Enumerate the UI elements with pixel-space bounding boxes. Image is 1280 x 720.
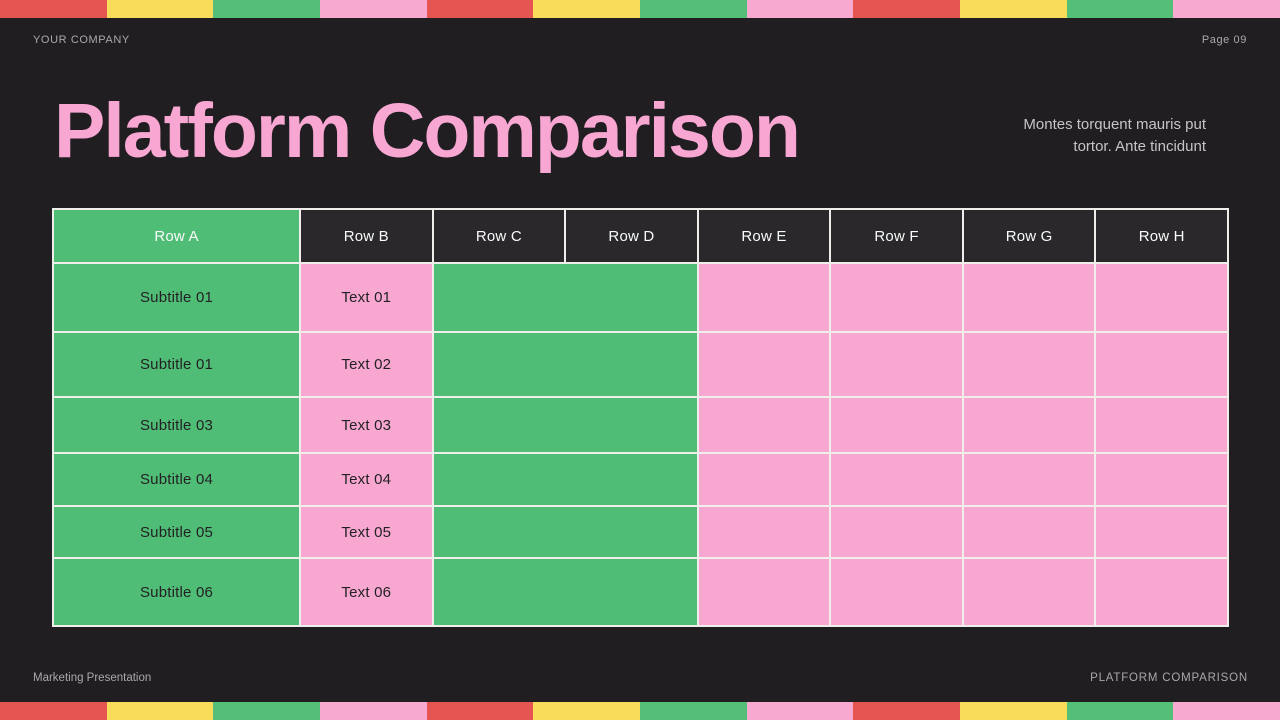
stripe-segment-pink (1173, 702, 1280, 720)
table-cell-text: Text 03 (301, 398, 432, 452)
stripe-segment-yellow (106, 0, 214, 18)
stripe-segment-red (426, 0, 534, 18)
table-cell-empty (698, 454, 830, 505)
table-cell-merged-green (433, 333, 697, 396)
stripe-segment-red (426, 702, 534, 720)
table-header-row-f: Row F (831, 210, 962, 262)
bottom-stripe-bar (0, 702, 1280, 720)
table-header-row-h: Row H (1096, 210, 1227, 262)
table-header-row-d: Row D (566, 210, 697, 262)
table-cell-empty (963, 559, 1095, 625)
table-cell-empty (831, 398, 962, 452)
table-cell-empty (1096, 559, 1227, 625)
footer-left-label: Marketing Presentation (33, 672, 152, 684)
subtitle-line-1: Montes torquent mauris put (1023, 116, 1206, 133)
table-cell-text: Text 06 (301, 559, 432, 625)
table-cell-merged-green (433, 264, 697, 331)
table-cell-empty (1096, 454, 1227, 505)
table-header-row-g: Row G (963, 210, 1095, 262)
stripe-segment-green (1066, 702, 1174, 720)
table-cell-empty (831, 333, 962, 396)
comparison-table: Row A Row B Row C Row D Row E Row F Row … (52, 208, 1229, 627)
table-cell-empty (698, 559, 830, 625)
table-cell-text: Text 04 (301, 454, 432, 505)
stripe-segment-red (853, 702, 961, 720)
table-cell-empty (698, 507, 830, 557)
table-cell-subtitle: Subtitle 04 (54, 454, 299, 505)
table-cell-text: Text 01 (301, 264, 432, 331)
stripe-segment-green (1066, 0, 1174, 18)
table-cell-empty (1096, 398, 1227, 452)
table-cell-empty (963, 454, 1095, 505)
table-cell-empty (1096, 264, 1227, 331)
stripe-segment-red (0, 0, 107, 18)
table-cell-empty (831, 454, 962, 505)
stripe-segment-yellow (533, 0, 641, 18)
table-cell-merged-green (433, 454, 697, 505)
footer-right-label: PLATFORM COMPARISON (1090, 672, 1248, 684)
stripe-segment-yellow (533, 702, 641, 720)
stripe-segment-pink (320, 0, 427, 18)
table-cell-subtitle: Subtitle 03 (54, 398, 299, 452)
slide-meta: YOUR COMPANY Page 09 (33, 34, 1247, 46)
table-cell-empty (698, 398, 830, 452)
table-header-row-e: Row E (698, 210, 830, 262)
table-cell-empty (831, 264, 962, 331)
table-cell-empty (963, 398, 1095, 452)
stripe-segment-green (640, 702, 747, 720)
table-header-row-b: Row B (301, 210, 432, 262)
table-cell-empty (831, 507, 962, 557)
table-cell-empty (963, 333, 1095, 396)
table-cell-merged-green (433, 559, 697, 625)
stripe-segment-green (640, 0, 747, 18)
table-cell-empty (698, 333, 830, 396)
table-header-row-a: Row A (54, 210, 299, 262)
table-cell-merged-green (433, 507, 697, 557)
stripe-segment-pink (320, 702, 427, 720)
stripe-segment-yellow (960, 0, 1067, 18)
stripe-segment-red (853, 0, 961, 18)
table-cell-subtitle: Subtitle 01 (54, 333, 299, 396)
table-cell-empty (963, 507, 1095, 557)
stripe-segment-yellow (960, 702, 1067, 720)
table-cell-merged-green (433, 398, 697, 452)
stripe-segment-green (213, 702, 321, 720)
table-cell-text: Text 05 (301, 507, 432, 557)
table-header-row-c: Row C (433, 210, 565, 262)
stripe-segment-pink (1173, 0, 1280, 18)
subtitle-line-2: tortor. Ante tincidunt (1073, 138, 1206, 155)
table-cell-text: Text 02 (301, 333, 432, 396)
table-cell-subtitle: Subtitle 01 (54, 264, 299, 331)
table-cell-subtitle: Subtitle 05 (54, 507, 299, 557)
page-title: Platform Comparison (54, 88, 801, 174)
table-cell-subtitle: Subtitle 06 (54, 559, 299, 625)
table-cell-empty (1096, 507, 1227, 557)
table-cell-empty (963, 264, 1095, 331)
stripe-segment-pink (746, 0, 854, 18)
stripe-segment-green (213, 0, 321, 18)
page-number: Page 09 (1201, 34, 1247, 46)
stripe-segment-pink (746, 702, 854, 720)
top-stripe-bar (0, 0, 1280, 18)
company-label: YOUR COMPANY (33, 34, 130, 46)
stripe-segment-red (0, 702, 107, 720)
table-cell-empty (698, 264, 830, 331)
slide-footer: Marketing Presentation PLATFORM COMPARIS… (33, 672, 1248, 684)
page-subtitle: Montes torquent mauris put tortor. Ante … (1023, 114, 1206, 158)
table-cell-empty (1096, 333, 1227, 396)
table-cell-empty (831, 559, 962, 625)
stripe-segment-yellow (106, 702, 214, 720)
